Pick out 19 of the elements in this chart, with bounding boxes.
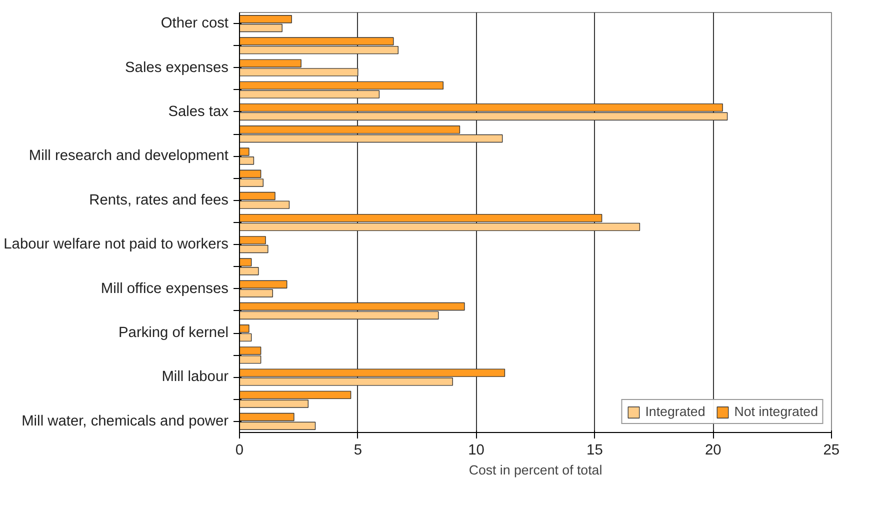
y-tick-label: Labour welfare not paid to workers: [4, 236, 229, 253]
x-axis-title: Cost in percent of total: [468, 462, 602, 478]
x-tick-label: 15: [586, 442, 603, 458]
y-tick-label: Other cost: [160, 16, 229, 32]
x-tick-label: 25: [823, 442, 840, 458]
y-tick-label: Mill water, chemicals and power: [22, 413, 229, 430]
x-tick-label: 5: [354, 442, 362, 458]
y-tick-label: Mill office expenses: [100, 280, 229, 297]
legend-label: Not integrated: [734, 404, 818, 419]
y-tick-label: Mill labour: [162, 369, 229, 386]
legend-label: Integrated: [645, 404, 706, 419]
y-tick-label: Sales expenses: [125, 60, 229, 76]
x-tick-label: 20: [704, 442, 722, 458]
y-tick-label: Rents, rates and fees: [89, 192, 229, 208]
y-tick-label: Mill research and development: [28, 148, 229, 164]
y-tick-label: Parking of kernel: [118, 325, 229, 342]
x-tick-label: 0: [235, 442, 244, 458]
x-tick-label: 10: [468, 442, 484, 458]
y-tick-label: Sales tax: [168, 104, 230, 120]
